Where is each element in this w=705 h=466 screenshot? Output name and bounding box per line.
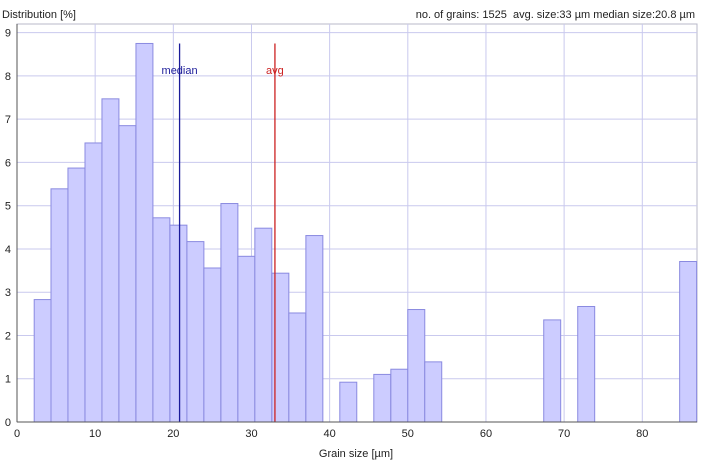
y-tick-label: 4 — [5, 244, 11, 256]
histogram-bar — [254, 227, 273, 423]
histogram-bar — [67, 167, 86, 423]
y-tick-label: 7 — [5, 114, 11, 126]
histogram-bar — [135, 42, 154, 423]
bars — [33, 42, 698, 423]
histogram-bar — [203, 267, 222, 423]
histogram-bar — [220, 203, 239, 423]
axes: 0 1 2 3 4 5 6 7 8 9 0 10 20 30 40 50 60 70 80 — [5, 24, 697, 440]
avg-size: avg. size:33 µm — [512, 9, 591, 21]
histogram-bar — [407, 309, 426, 423]
histogram-bar — [577, 305, 596, 423]
x-tick-label: 60 — [480, 428, 492, 440]
histogram-bar — [33, 299, 52, 423]
y-tick-label: 8 — [5, 71, 11, 83]
histogram-bar — [84, 142, 103, 423]
y-tick-label: 0 — [5, 417, 11, 429]
histogram-bar — [101, 98, 120, 423]
y-tick-label: 3 — [5, 287, 11, 299]
y-tick-label: 9 — [5, 28, 11, 40]
histogram-bar — [169, 224, 188, 423]
avg-marker-label: avg — [266, 65, 284, 77]
histogram-bar — [339, 381, 358, 423]
x-tick-label: 50 — [402, 428, 414, 440]
histogram-bar — [50, 188, 69, 423]
x-tick-label: 10 — [89, 428, 101, 440]
y-tick-label: 5 — [5, 201, 11, 213]
histogram-bar — [186, 241, 205, 423]
y-tick-label: 6 — [5, 157, 11, 169]
x-tick-label: 40 — [324, 428, 336, 440]
chart-title: Distribution [%] — [2, 9, 76, 21]
median-marker-label: median — [162, 65, 198, 77]
x-tick-label: 80 — [636, 428, 648, 440]
x-tick-label: 20 — [167, 428, 179, 440]
histogram-bar — [373, 373, 392, 423]
histogram-bar — [679, 261, 698, 423]
histogram-bar — [305, 235, 324, 423]
histogram-bar — [118, 125, 137, 423]
x-tick-label: 70 — [558, 428, 570, 440]
histogram-bar — [288, 312, 307, 423]
stat-markers: median avg — [162, 43, 284, 422]
x-tick-label: 30 — [245, 428, 257, 440]
histogram-bar — [390, 368, 409, 423]
y-tick-label: 1 — [5, 374, 11, 386]
grain-count: no. of grains: 1525 — [415, 9, 507, 21]
x-axis-title: Grain size [µm] — [319, 448, 393, 460]
histogram-bar — [424, 361, 443, 423]
x-tick-label: 0 — [14, 428, 20, 440]
histogram-bar — [543, 319, 562, 423]
histogram-bar — [152, 217, 171, 423]
histogram-bar — [237, 255, 256, 423]
stats-summary: no. of grains: 1525 avg. size:33 µm medi… — [416, 9, 695, 21]
median-size: median size:20.8 µm — [593, 9, 695, 21]
y-tick-label: 2 — [5, 330, 11, 342]
